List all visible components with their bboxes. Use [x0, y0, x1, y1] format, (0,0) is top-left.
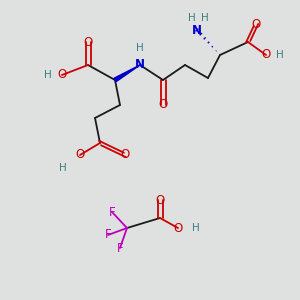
Text: F: F: [117, 242, 123, 254]
Text: O: O: [155, 194, 165, 206]
Text: F: F: [109, 206, 115, 218]
Text: F: F: [105, 229, 111, 242]
Text: O: O: [158, 98, 168, 112]
Text: H: H: [136, 43, 144, 53]
Text: H: H: [59, 163, 67, 173]
Text: H: H: [201, 13, 209, 23]
Text: H: H: [192, 223, 200, 233]
Text: O: O: [120, 148, 130, 161]
Text: N: N: [135, 58, 145, 71]
Text: O: O: [251, 19, 261, 32]
Text: H: H: [44, 70, 52, 80]
Text: O: O: [57, 68, 67, 82]
Text: N: N: [192, 23, 202, 37]
Text: O: O: [83, 35, 93, 49]
Text: H: H: [276, 50, 284, 60]
Text: O: O: [261, 49, 271, 62]
Text: O: O: [75, 148, 85, 161]
Text: H: H: [188, 13, 196, 23]
Polygon shape: [114, 65, 140, 82]
Text: O: O: [173, 221, 183, 235]
